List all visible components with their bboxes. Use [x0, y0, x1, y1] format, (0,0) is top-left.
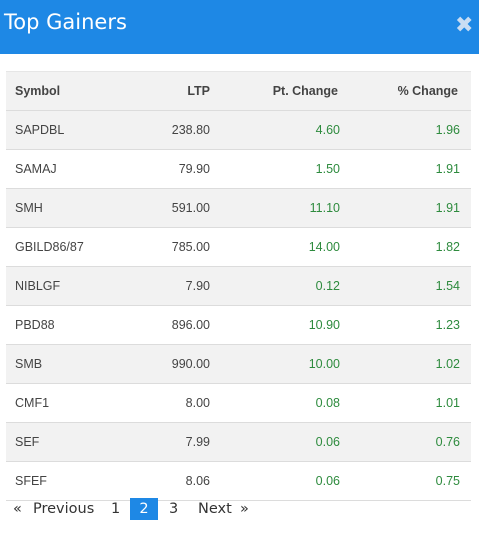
pagination: « Previous 1 2 3 Next » [6, 498, 471, 522]
table-row[interactable]: SMB 990.00 10.00 1.02 [6, 344, 471, 384]
symbol-cell[interactable]: SMB [6, 344, 116, 384]
symbol-cell[interactable]: SAPDBL [6, 110, 116, 150]
pct-change-cell: 1.96 [340, 110, 471, 150]
ltp-cell: 7.90 [116, 266, 211, 306]
symbol-cell[interactable]: GBILD86/87 [6, 227, 116, 267]
ltp-cell: 990.00 [116, 344, 211, 384]
symbol-cell[interactable]: CMF1 [6, 383, 116, 423]
pt-change-cell: 10.90 [211, 305, 340, 345]
pct-change-cell: 1.54 [340, 266, 471, 306]
symbol-cell[interactable]: PBD88 [6, 305, 116, 345]
pt-change-cell: 1.50 [211, 149, 340, 189]
previous-page-link[interactable]: Previous [33, 501, 95, 517]
table-row[interactable]: SMH 591.00 11.10 1.91 [6, 188, 471, 228]
modal-header: Top Gainers ✖ [0, 0, 479, 54]
pt-change-cell: 0.06 [211, 461, 340, 501]
page-link-3[interactable]: 3 [169, 501, 179, 517]
table-row[interactable]: NIBLGF 7.90 0.12 1.54 [6, 266, 471, 306]
close-icon[interactable]: ✖ [455, 12, 474, 37]
table-row[interactable]: GBILD86/87 785.00 14.00 1.82 [6, 227, 471, 267]
table-row[interactable]: CMF1 8.00 0.08 1.01 [6, 383, 471, 423]
ltp-cell: 8.00 [116, 383, 211, 423]
ltp-cell: 7.99 [116, 422, 211, 462]
pct-change-cell: 1.02 [340, 344, 471, 384]
symbol-cell[interactable]: SFEF [6, 461, 116, 501]
pt-change-cell: 0.06 [211, 422, 340, 462]
page-link-2-active[interactable]: 2 [130, 498, 158, 520]
symbol-cell[interactable]: NIBLGF [6, 266, 116, 306]
gainers-table: Symbol LTP Pt. Change % Change SAPDBL 23… [6, 71, 471, 501]
next-arrow-icon[interactable]: » [240, 501, 249, 517]
column-header-ltp[interactable]: LTP [116, 72, 211, 111]
pt-change-cell: 10.00 [211, 344, 340, 384]
table-row[interactable]: PBD88 896.00 10.90 1.23 [6, 305, 471, 345]
column-header-pct-change[interactable]: % Change [340, 72, 471, 111]
pct-change-cell: 0.75 [340, 461, 471, 501]
ltp-cell: 591.00 [116, 188, 211, 228]
pct-change-cell: 1.82 [340, 227, 471, 267]
symbol-cell[interactable]: SEF [6, 422, 116, 462]
pt-change-cell: 4.60 [211, 110, 340, 150]
pt-change-cell: 0.12 [211, 266, 340, 306]
previous-arrow-icon[interactable]: « [13, 501, 22, 517]
pct-change-cell: 0.76 [340, 422, 471, 462]
ltp-cell: 79.90 [116, 149, 211, 189]
page-link-1[interactable]: 1 [111, 501, 121, 517]
pt-change-cell: 14.00 [211, 227, 340, 267]
table-row[interactable]: SFEF 8.06 0.06 0.75 [6, 461, 471, 501]
modal-title: Top Gainers [4, 10, 127, 34]
symbol-cell[interactable]: SAMAJ [6, 149, 116, 189]
table-row[interactable]: SEF 7.99 0.06 0.76 [6, 422, 471, 462]
table-header-row: Symbol LTP Pt. Change % Change [6, 72, 471, 111]
ltp-cell: 238.80 [116, 110, 211, 150]
ltp-cell: 896.00 [116, 305, 211, 345]
pct-change-cell: 1.91 [340, 188, 471, 228]
table-row[interactable]: SAPDBL 238.80 4.60 1.96 [6, 110, 471, 150]
pct-change-cell: 1.01 [340, 383, 471, 423]
pct-change-cell: 1.91 [340, 149, 471, 189]
symbol-cell[interactable]: SMH [6, 188, 116, 228]
pt-change-cell: 11.10 [211, 188, 340, 228]
table-row[interactable]: SAMAJ 79.90 1.50 1.91 [6, 149, 471, 189]
column-header-symbol[interactable]: Symbol [6, 72, 116, 111]
ltp-cell: 8.06 [116, 461, 211, 501]
column-header-pt-change[interactable]: Pt. Change [211, 72, 340, 111]
pt-change-cell: 0.08 [211, 383, 340, 423]
pct-change-cell: 1.23 [340, 305, 471, 345]
next-page-link[interactable]: Next [198, 501, 232, 517]
ltp-cell: 785.00 [116, 227, 211, 267]
